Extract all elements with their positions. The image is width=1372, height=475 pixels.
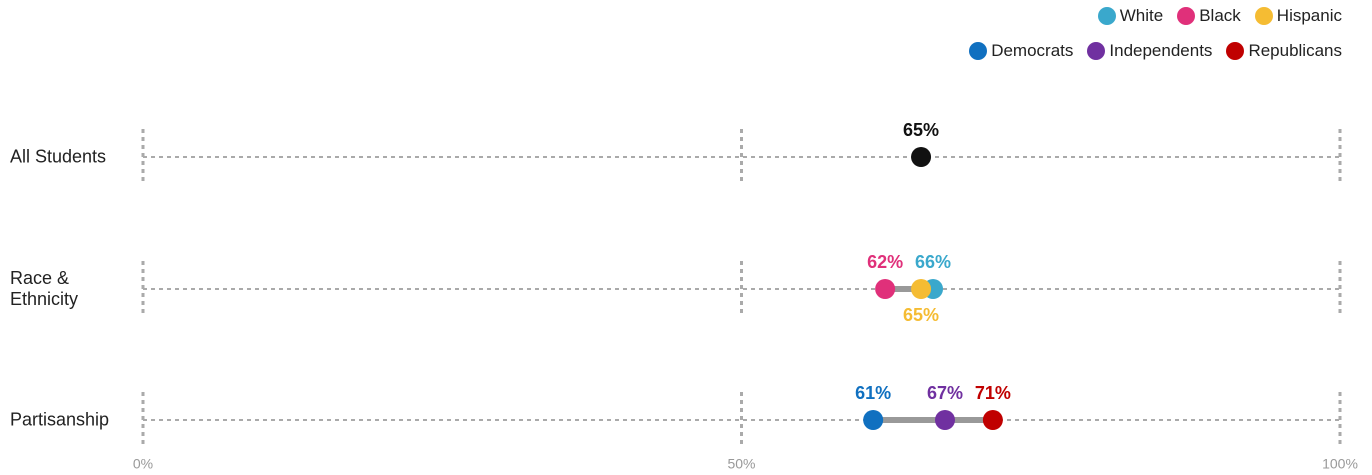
legend-swatch: [1254, 7, 1273, 25]
value-label: 62%: [867, 252, 903, 272]
legend: White Black Hispanic: [1097, 6, 1342, 26]
x-tick-label: 100%: [1322, 456, 1358, 472]
dot: [911, 279, 932, 299]
legend-label: White: [1119, 6, 1164, 25]
legend: Democrats Independents Republicans: [969, 41, 1342, 61]
row-label: Partisanship: [10, 409, 110, 430]
legend-item: Republicans: [1226, 41, 1342, 61]
value-label: 65%: [903, 305, 939, 325]
value-label: 61%: [855, 383, 891, 403]
legend-label: Black: [1199, 6, 1241, 25]
legend-label: Democrats: [991, 41, 1074, 60]
value-label: 67%: [927, 383, 963, 403]
x-tick-label: 0%: [133, 456, 153, 472]
row-label: All Students: [10, 146, 107, 167]
value-label: 65%: [903, 120, 939, 140]
dot: [863, 410, 884, 430]
legend-item: White: [1097, 6, 1164, 26]
legend-item: Hispanic: [1254, 6, 1342, 26]
legend-swatch: [1087, 42, 1106, 60]
legend-item: Independents: [1087, 41, 1212, 61]
value-label: 66%: [915, 252, 951, 272]
legend-swatch: [1097, 7, 1116, 25]
dot: [982, 410, 1003, 430]
row-label: Race & Ethnicity: [10, 268, 79, 309]
x-tick-label: 50%: [727, 456, 755, 472]
value-label: 71%: [975, 383, 1011, 403]
legend-label: Independents: [1109, 41, 1213, 60]
legend-swatch: [1226, 42, 1245, 60]
legend-item: Democrats: [969, 41, 1073, 61]
dot: [934, 410, 955, 430]
legend-label: Republicans: [1248, 41, 1342, 60]
legend-swatch: [1177, 7, 1196, 25]
dot: [875, 279, 896, 299]
legend-label: Hispanic: [1276, 6, 1342, 25]
legend-swatch: [969, 42, 988, 60]
dot: [911, 147, 932, 167]
legend-item: Black: [1177, 6, 1241, 26]
